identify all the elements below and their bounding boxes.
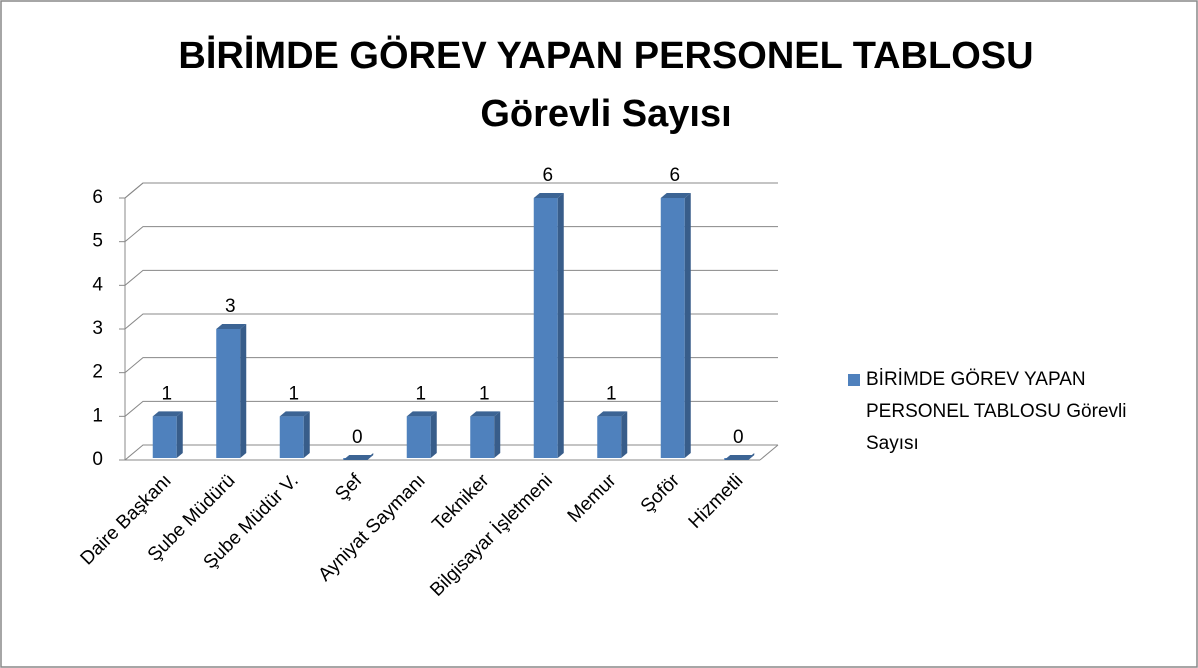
bar-front <box>406 416 431 458</box>
grid-line <box>124 182 778 199</box>
bar-top <box>406 411 437 417</box>
grid-line <box>124 226 778 243</box>
bar-front <box>152 416 177 458</box>
bar-side <box>176 411 183 458</box>
bar-top <box>724 455 755 460</box>
bar-side <box>621 411 628 458</box>
bar-top <box>660 193 691 198</box>
bar-front <box>533 198 558 458</box>
y-tick-label: 1 <box>92 405 103 426</box>
grid-line <box>124 400 778 417</box>
data-label: 1 <box>415 383 426 404</box>
bar-side <box>240 324 247 458</box>
data-label: 1 <box>161 383 172 404</box>
grid-line <box>124 357 778 374</box>
bar-top <box>216 324 247 329</box>
data-label: 3 <box>225 296 236 317</box>
bar-top <box>597 411 628 417</box>
bar-front <box>470 416 495 458</box>
bar-top <box>343 455 374 460</box>
grid-line <box>124 269 778 286</box>
grid-line <box>124 313 778 330</box>
legend: BİRİMDE GÖREV YAPAN PERSONEL TABLOSU Gör… <box>848 364 1178 460</box>
data-label: 1 <box>479 383 490 404</box>
data-label: 0 <box>733 427 744 448</box>
data-label: 0 <box>352 427 363 448</box>
bar-front <box>279 416 304 458</box>
bar-top <box>152 411 183 417</box>
bar-side <box>303 411 310 458</box>
bar-side <box>494 411 501 458</box>
bar-front <box>597 416 622 458</box>
y-tick-label: 2 <box>92 362 103 383</box>
data-label: 6 <box>542 165 553 186</box>
bar-front <box>216 329 241 458</box>
bar-top <box>470 411 501 417</box>
chart-title: BİRİMDE GÖREV YAPAN PERSONEL TABLOSU <box>178 34 1033 77</box>
data-label: 1 <box>288 383 299 404</box>
chart-title: Görevli Sayısı <box>480 93 731 135</box>
data-label: 1 <box>606 383 617 404</box>
y-tick-label: 4 <box>92 274 103 295</box>
bar-side <box>684 193 691 458</box>
bar-side <box>430 411 437 458</box>
bar-front <box>660 198 685 458</box>
y-tick-label: 0 <box>92 449 103 470</box>
bar-top <box>533 193 564 198</box>
data-label: 6 <box>669 165 680 186</box>
y-tick-label: 5 <box>92 231 103 252</box>
bar-top <box>279 411 310 417</box>
grid-line <box>124 444 778 461</box>
bar-side <box>557 193 564 458</box>
floor-edge <box>759 444 779 461</box>
y-tick-label: 3 <box>92 318 103 339</box>
legend-label: BİRİMDE GÖREV YAPAN PERSONEL TABLOSU Gör… <box>866 369 1127 454</box>
legend-key <box>848 374 860 386</box>
y-tick-label: 6 <box>92 187 103 208</box>
